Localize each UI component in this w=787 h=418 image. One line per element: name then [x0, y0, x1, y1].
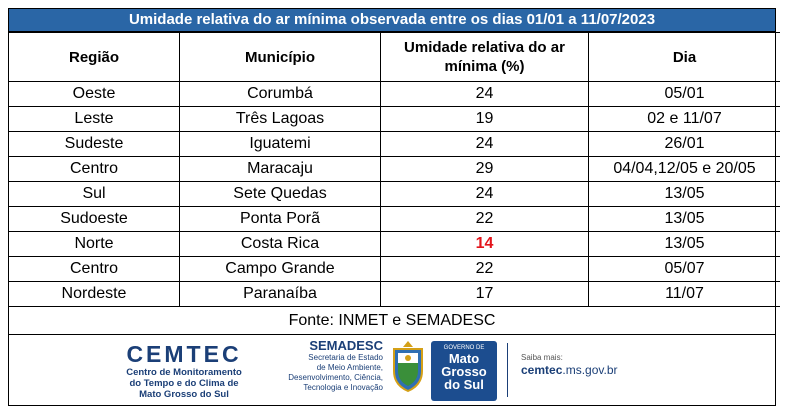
humidity-table: Região Município Umidade relativa do ar …	[9, 32, 780, 307]
url-rest: .ms.gov.br	[562, 363, 618, 377]
gov-line1: Mato	[448, 351, 480, 366]
cemtec-logo: CEMTEC Centro de Monitoramento do Tempo …	[109, 341, 259, 400]
cell-umidade: 24	[380, 181, 589, 207]
table-title: Umidade relativa do ar mínima observada …	[9, 9, 775, 32]
cell-regiao: Centro	[9, 156, 180, 182]
cell-dia: 26/01	[588, 131, 780, 157]
source-note: Fonte: INMET e SEMADESC	[9, 307, 775, 335]
header-umidade: Umidade relativa do ar mínima (%)	[380, 32, 589, 82]
cell-dia: 13/05	[588, 231, 780, 257]
humidity-table-frame: Umidade relativa do ar mínima observada …	[8, 8, 780, 406]
cell-dia: 11/07	[588, 281, 780, 307]
semadesc-line1: Secretaria de Estado	[308, 353, 383, 362]
cell-umidade: 29	[380, 156, 589, 182]
cell-umidade: 24	[380, 131, 589, 157]
saiba-label: Saiba mais:	[521, 353, 563, 362]
state-seal-icon	[393, 341, 423, 393]
cell-dia: 13/05	[588, 206, 780, 232]
header-dia: Dia	[588, 32, 780, 82]
url-bold: cemtec	[521, 363, 563, 377]
semadesc-logo: SEMADESC Secretaria de Estado de Meio Am…	[271, 338, 383, 393]
cell-municipio: Iguatemi	[179, 131, 381, 157]
cell-regiao: Norte	[9, 231, 180, 257]
semadesc-line2: de Meio Ambiente,	[316, 363, 383, 372]
table-row: Sudoeste Ponta Porã 22 13/05	[9, 206, 780, 232]
cell-municipio: Maracaju	[179, 156, 381, 182]
table-row: Leste Três Lagoas 19 02 e 11/07	[9, 106, 780, 132]
cell-municipio: Três Lagoas	[179, 106, 381, 132]
semadesc-line3: Desenvolvimento, Ciência,	[288, 373, 383, 382]
table-row: Sudeste Iguatemi 24 26/01	[9, 131, 780, 157]
table-row: Norte Costa Rica 14 13/05	[9, 231, 780, 257]
cell-municipio: Campo Grande	[179, 256, 381, 282]
cell-regiao: Nordeste	[9, 281, 180, 307]
header-row: Região Município Umidade relativa do ar …	[9, 32, 780, 82]
cell-umidade: 19	[380, 106, 589, 132]
cell-dia: 13/05	[588, 181, 780, 207]
cell-regiao: Sul	[9, 181, 180, 207]
cemtec-line2: do Tempo e do Clima de	[129, 378, 239, 389]
cell-municipio: Corumbá	[179, 81, 381, 107]
table-row: Sul Sete Quedas 24 13/05	[9, 181, 780, 207]
cell-dia: 04/04,12/05 e 20/05	[588, 156, 780, 182]
gov-small-label: GOVERNO DE	[443, 345, 485, 351]
header-regiao: Região	[9, 32, 180, 82]
semadesc-name: SEMADESC	[309, 338, 383, 353]
semadesc-line4: Tecnologia e Inovação	[303, 383, 383, 392]
website-link[interactable]: cemtec.ms.gov.br	[521, 363, 618, 378]
gov-line2: Grosso	[441, 364, 487, 379]
cell-regiao: Sudoeste	[9, 206, 180, 232]
footer-logos: CEMTEC Centro de Monitoramento do Tempo …	[9, 335, 775, 405]
cell-umidade: 17	[380, 281, 589, 307]
cemtec-name: CEMTEC	[126, 341, 242, 367]
cell-umidade: 22	[380, 256, 589, 282]
more-info: Saiba mais: cemtec.ms.gov.br	[521, 353, 618, 378]
cell-municipio: Paranaíba	[179, 281, 381, 307]
cell-regiao: Sudeste	[9, 131, 180, 157]
table-row: Centro Maracaju 29 04/04,12/05 e 20/05	[9, 156, 780, 182]
cell-municipio: Costa Rica	[179, 231, 381, 257]
table-row: Nordeste Paranaíba 17 11/07	[9, 281, 780, 307]
cell-regiao: Centro	[9, 256, 180, 282]
cell-umidade: 14	[380, 231, 589, 257]
cemtec-line1: Centro de Monitoramento	[126, 367, 242, 378]
cell-dia: 05/07	[588, 256, 780, 282]
cell-municipio: Sete Quedas	[179, 181, 381, 207]
cell-umidade: 22	[380, 206, 589, 232]
cell-dia: 02 e 11/07	[588, 106, 780, 132]
government-logo: GOVERNO DE Mato Grosso do Sul	[431, 341, 497, 401]
table-row: Oeste Corumbá 24 05/01	[9, 81, 780, 107]
table-row: Centro Campo Grande 22 05/07	[9, 256, 780, 282]
cell-regiao: Leste	[9, 106, 180, 132]
cell-dia: 05/01	[588, 81, 780, 107]
header-umidade-line2: mínima (%)	[444, 58, 525, 75]
gov-line3: do Sul	[444, 377, 484, 392]
cell-umidade: 24	[380, 81, 589, 107]
cell-municipio: Ponta Porã	[179, 206, 381, 232]
cemtec-line3: Mato Grosso do Sul	[139, 389, 229, 400]
header-umidade-line1: Umidade relativa do ar	[404, 39, 565, 56]
cell-regiao: Oeste	[9, 81, 180, 107]
footer-divider	[507, 343, 508, 397]
header-municipio: Município	[179, 32, 381, 82]
